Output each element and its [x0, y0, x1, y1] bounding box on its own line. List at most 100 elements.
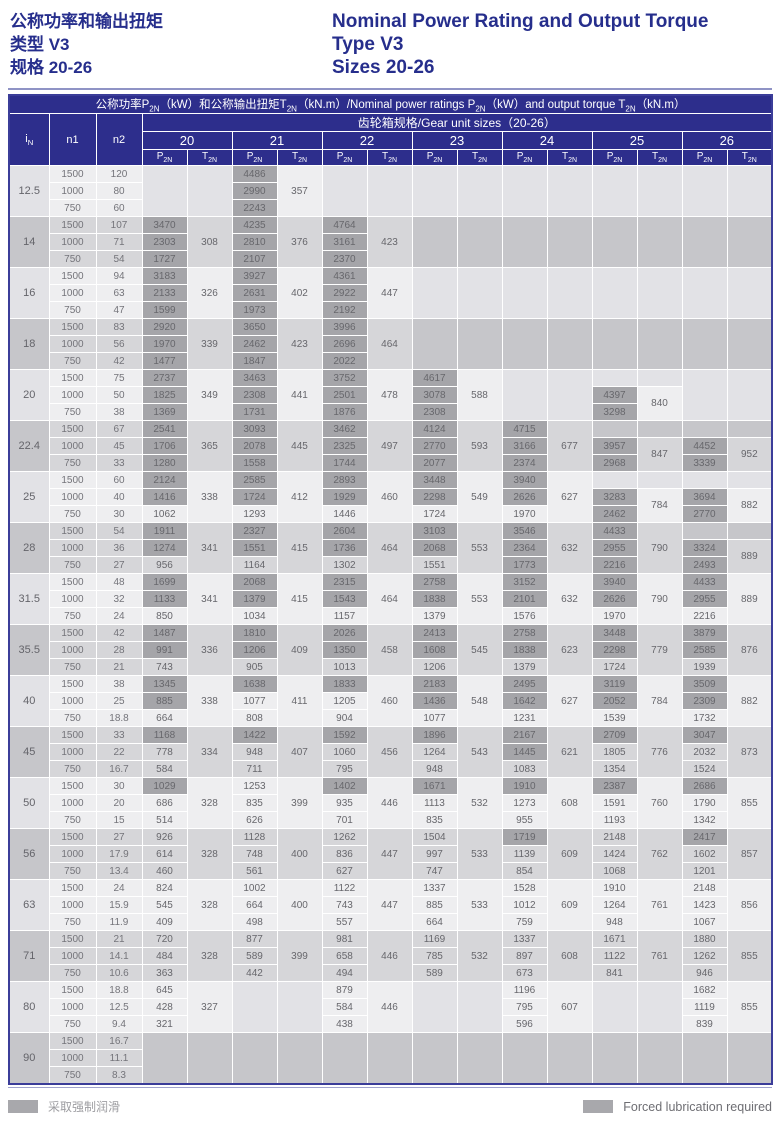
power-cell: 498 — [231, 913, 278, 932]
power-cell-forced-lubrication: 2026 — [321, 624, 368, 643]
power-cell-forced-lubrication: 1280 — [141, 454, 188, 473]
power-cell-forced-lubrication: 2370 — [321, 250, 368, 269]
ratio-cell: 40 — [8, 675, 50, 728]
power-cell: 1139 — [501, 845, 548, 864]
power-cell: 1067 — [681, 913, 728, 932]
power-cell-forced-lubrication: 3650 — [231, 318, 278, 337]
speed-n2-cell: 8.3 — [95, 1066, 143, 1085]
power-cell: 885 — [411, 896, 458, 915]
speed-n1-cell: 1000 — [48, 947, 97, 966]
power-cell-forced-lubrication: 2686 — [681, 777, 728, 796]
power-cell-forced-lubrication: 2298 — [591, 641, 638, 660]
power-cell: 1724 — [591, 658, 638, 677]
power-cell-forced-lubrication: 1838 — [501, 641, 548, 660]
table-row: 750 16.7 584 711 795 948 1083 1354 1524 — [9, 760, 772, 779]
legend-zh-text: 采取强制润滑 — [48, 1100, 121, 1115]
power-cell-empty — [411, 981, 458, 1034]
torque-cell: 446 — [366, 930, 413, 983]
torque-cell: 399 — [276, 777, 323, 830]
power-cell: 997 — [411, 845, 458, 864]
speed-n2-cell: 25 — [95, 692, 143, 711]
power-cell-forced-lubrication: 1773 — [501, 556, 548, 575]
speed-n2-cell: 50 — [95, 386, 143, 405]
torque-cell-empty — [726, 267, 773, 320]
power-cell-forced-lubrication: 2183 — [411, 675, 458, 694]
torque-cell-empty — [546, 216, 593, 269]
power-cell: 589 — [231, 947, 278, 966]
ratio-cell: 28 — [8, 522, 50, 575]
power-cell: 484 — [141, 947, 188, 966]
power-cell: 1682 — [681, 981, 728, 1000]
speed-n1-cell: 1000 — [48, 1049, 97, 1068]
power-cell-forced-lubrication: 1847 — [231, 352, 278, 371]
power-cell-forced-lubrication: 2374 — [501, 454, 548, 473]
power-cell-forced-lubrication: 2810 — [231, 233, 278, 252]
table-row: 16 1500 94 3183 326 3927 402 4361 447 — [8, 267, 773, 320]
speed-n1-cell: 1000 — [48, 488, 97, 507]
power-cell-forced-lubrication: 1379 — [231, 590, 278, 609]
torque-cell: 857 — [726, 828, 773, 881]
table-row: 56 1500 27 926 328 1128 400 1262 447 1504 533 1719 6… — [8, 828, 773, 881]
speed-n1-cell: 1000 — [48, 641, 97, 660]
power-cell-forced-lubrication: 3509 — [681, 675, 728, 694]
torque-cell-empty — [366, 1032, 413, 1085]
power-cell: 905 — [231, 658, 278, 677]
power-cell: 1337 — [411, 879, 458, 898]
power-cell: 557 — [321, 913, 368, 932]
ratio-cell: 63 — [8, 879, 50, 932]
power-cell: 1231 — [501, 709, 548, 728]
speed-n1-cell: 1000 — [48, 590, 97, 609]
speed-n1-cell: 1500 — [48, 369, 97, 388]
power-cell-forced-lubrication: 3183 — [141, 267, 188, 286]
speed-n1-cell: 750 — [48, 862, 97, 881]
power-cell: 1354 — [591, 760, 638, 779]
power-cell: 981 — [321, 930, 368, 949]
torque-cell: 760 — [636, 777, 683, 830]
power-cell-forced-lubrication: 2709 — [591, 726, 638, 745]
size-col-header-22: 22 — [321, 131, 413, 151]
power-cell-forced-lubrication: 1558 — [231, 454, 278, 473]
power-cell: 748 — [231, 845, 278, 864]
torque-cell-empty — [456, 216, 503, 269]
speed-n1-cell: 750 — [48, 556, 97, 575]
speed-n2-cell: 27 — [95, 556, 143, 575]
power-cell-forced-lubrication: 2167 — [501, 726, 548, 745]
torque-cell-empty — [726, 369, 773, 422]
type-label-en: Type V3 — [332, 34, 404, 55]
speed-n2-cell: 54 — [95, 250, 143, 269]
power-cell-empty — [681, 420, 728, 439]
power-cell-forced-lubrication: 3324 — [681, 539, 728, 558]
power-cell: 664 — [411, 913, 458, 932]
torque-cell-empty — [456, 981, 503, 1034]
speed-n1-cell: 1000 — [48, 233, 97, 252]
power-cell: 645 — [141, 981, 188, 1000]
torque-cell: 609 — [546, 879, 593, 932]
table-row: 750 24 850 1034 1157 1379 1576 1970 2216 — [9, 607, 772, 626]
size-col-header-23: 23 — [411, 131, 503, 151]
power-cell-forced-lubrication: 2216 — [591, 556, 638, 575]
speed-n1-cell: 750 — [48, 403, 97, 422]
power-cell-forced-lubrication: 3047 — [681, 726, 728, 745]
torque-cell: 338 — [186, 471, 233, 524]
speed-n1-cell: 750 — [48, 607, 97, 626]
speed-n1-cell: 1000 — [48, 386, 97, 405]
torque-cell: 445 — [276, 420, 323, 473]
torque-cell: 447 — [366, 828, 413, 881]
torque-cell: 882 — [726, 488, 773, 524]
power-cell-forced-lubrication: 1133 — [141, 590, 188, 609]
torque-cell-empty — [636, 165, 683, 218]
torque-cell: 308 — [186, 216, 233, 269]
power-cell-forced-lubrication: 3996 — [321, 318, 368, 337]
t-col-header: T2N — [726, 149, 773, 167]
speed-n2-cell: 10.6 — [95, 964, 143, 983]
power-cell: 1264 — [591, 896, 638, 915]
size-col-header-20: 20 — [141, 131, 233, 151]
torque-cell: 784 — [636, 488, 683, 524]
ratio-cell: 45 — [8, 726, 50, 779]
power-cell-forced-lubrication: 1345 — [141, 675, 188, 694]
power-cell-forced-lubrication: 3339 — [681, 454, 728, 473]
speed-n1-cell: 1500 — [48, 216, 97, 235]
ratio-cell: 20 — [8, 369, 50, 422]
power-cell-forced-lubrication: 1599 — [141, 301, 188, 320]
